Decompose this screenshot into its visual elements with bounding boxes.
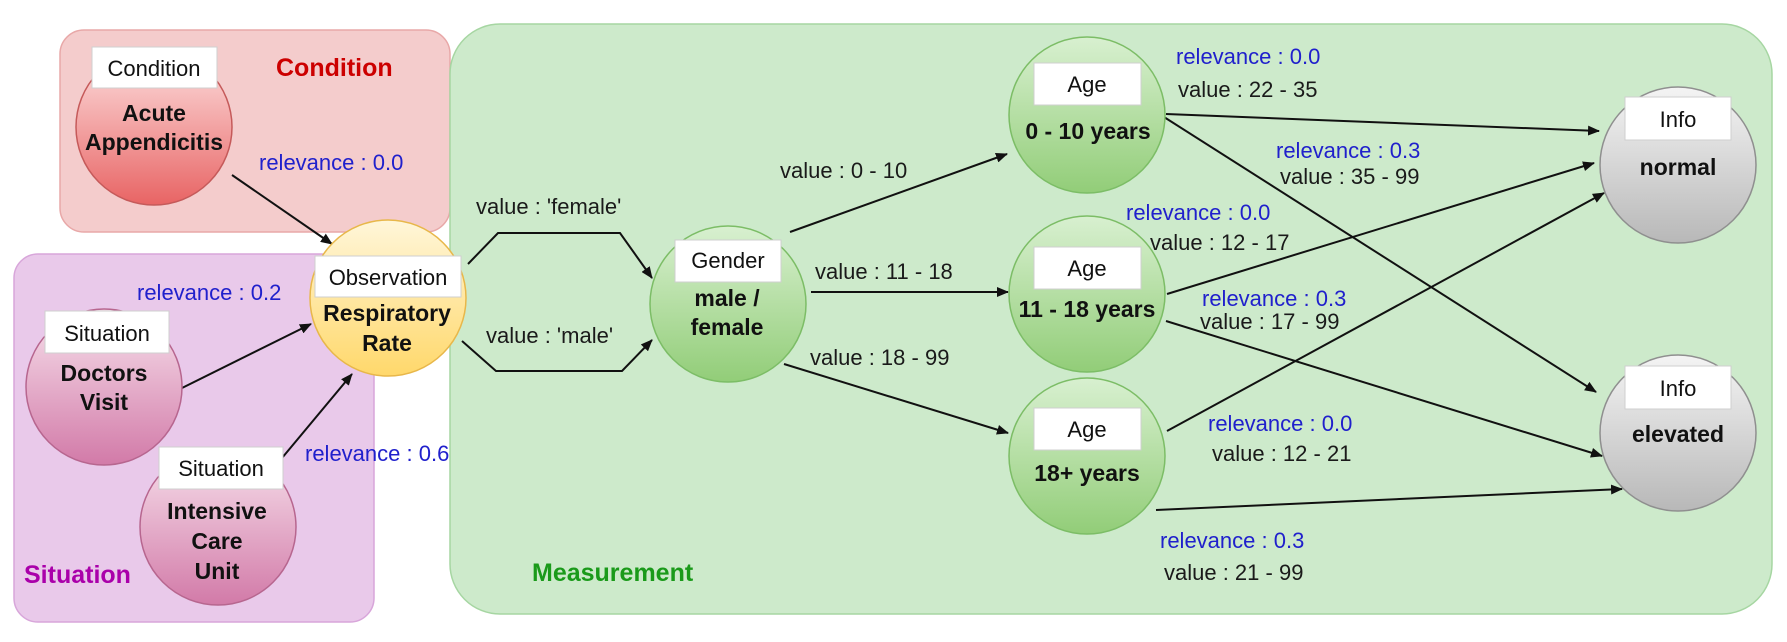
node-age-18-plus[interactable]: Age 18+ years — [1008, 377, 1166, 535]
icu-type-label: Situation — [178, 456, 264, 481]
age3-circle — [1008, 377, 1166, 535]
age2-relevance-b: relevance : 0.3 — [1202, 286, 1346, 311]
gender-age1-value: value : 0 - 10 — [780, 158, 907, 183]
doctors-type-box — [44, 310, 170, 354]
doctors-type-label: Situation — [64, 321, 150, 346]
acute-type-label: Condition — [108, 56, 201, 81]
condition-region-label: Condition — [276, 54, 393, 82]
age1-type-box — [1033, 62, 1142, 106]
gender-name-line1: male / — [694, 285, 760, 311]
gender-age2-value: value : 11 - 18 — [815, 259, 953, 284]
age2-value-b: value : 17 - 99 — [1200, 309, 1339, 334]
age2-relevance-a: relevance : 0.0 — [1126, 200, 1270, 225]
edge-female — [467, 232, 653, 279]
age1-relevance-b: relevance : 0.3 — [1276, 138, 1420, 163]
gender-type-label: Gender — [691, 248, 764, 273]
info-elevated-name: elevated — [1632, 421, 1724, 447]
situation-region-label: Situation — [24, 561, 131, 589]
info-normal-name: normal — [1640, 154, 1717, 180]
age1-value-a: value : 22 - 35 — [1178, 77, 1317, 102]
node-acute-appendicitis[interactable]: Condition Acute Appendicitis — [75, 46, 233, 206]
age2-name: 11 - 18 years — [1019, 296, 1156, 322]
age1-relevance-a: relevance : 0.0 — [1176, 44, 1320, 69]
icu-name-line1: Intensive — [167, 498, 267, 524]
observation-type-label: Observation — [329, 265, 448, 290]
icu-name-line2: Care — [191, 528, 242, 554]
edge-age3-elevated — [1155, 484, 1623, 511]
age2-type-label: Age — [1067, 256, 1106, 281]
doctors-name-line1: Doctors — [61, 360, 148, 386]
node-respiratory-rate[interactable]: Observation Respiratory Rate — [309, 219, 467, 377]
age3-relevance-a: relevance : 0.0 — [1208, 411, 1352, 436]
male-value: value : 'male' — [486, 323, 613, 348]
info-elevated-type-label: Info — [1660, 376, 1697, 401]
age2-type-box — [1033, 246, 1142, 290]
measurement-region-label: Measurement — [532, 559, 694, 587]
age1-name: 0 - 10 years — [1025, 118, 1150, 144]
edge-gender-age3 — [783, 363, 1009, 435]
edge-male — [461, 339, 653, 372]
edge-age1-normal — [1165, 113, 1600, 136]
icu-relevance: relevance : 0.6 — [305, 441, 449, 466]
node-gender[interactable]: Gender male / female — [649, 225, 807, 383]
edge-age2-normal — [1166, 161, 1595, 295]
icu-type-box — [158, 446, 284, 490]
edge-gender-age1 — [789, 153, 1008, 233]
node-doctors-visit[interactable]: Situation Doctors Visit — [25, 308, 183, 466]
observation-name-line1: Respiratory — [323, 300, 451, 326]
node-age-11-18[interactable]: Age 11 - 18 years — [1008, 215, 1166, 373]
age3-type-label: Age — [1067, 417, 1106, 442]
info-normal-type-label: Info — [1660, 107, 1697, 132]
age3-relevance-b: relevance : 0.3 — [1160, 528, 1304, 553]
edge-acute-observation — [231, 174, 333, 245]
gender-age3-value: value : 18 - 99 — [810, 345, 949, 370]
age3-value-a: value : 12 - 21 — [1212, 441, 1351, 466]
info-normal-type-box — [1624, 96, 1732, 141]
age3-value-b: value : 21 - 99 — [1164, 560, 1303, 585]
edge-icu-observation — [281, 373, 353, 459]
doctors-name-line2: Visit — [80, 389, 128, 415]
acute-name-line2: Appendicitis — [85, 129, 223, 155]
acute-relevance: relevance : 0.0 — [259, 150, 403, 175]
observation-name-line2: Rate — [362, 330, 412, 356]
observation-type-box — [314, 255, 462, 298]
age1-circle — [1008, 36, 1166, 194]
age1-type-label: Age — [1067, 72, 1106, 97]
age1-value-b: value : 35 - 99 — [1280, 164, 1419, 189]
gender-name-line2: female — [691, 314, 764, 340]
age3-name: 18+ years — [1034, 460, 1140, 486]
female-value: value : 'female' — [476, 194, 621, 219]
edge-doctors-observation — [181, 323, 312, 389]
acute-name-line1: Acute — [122, 100, 186, 126]
info-elevated-type-box — [1624, 365, 1732, 410]
acute-type-box — [91, 46, 218, 89]
edge-age2-elevated — [1165, 320, 1603, 458]
age3-type-box — [1033, 407, 1142, 451]
age2-value-a: value : 12 - 17 — [1150, 230, 1289, 255]
node-info-elevated[interactable]: Info elevated — [1599, 354, 1757, 512]
node-age-0-10[interactable]: Age 0 - 10 years — [1008, 36, 1166, 194]
edge-age1-elevated — [1163, 116, 1597, 393]
doctors-relevance: relevance : 0.2 — [137, 280, 281, 305]
edge-age3-normal — [1166, 192, 1605, 432]
node-intensive-care-unit[interactable]: Situation Intensive Care Unit — [139, 446, 297, 606]
icu-name-line3: Unit — [195, 558, 240, 584]
age2-circle — [1008, 215, 1166, 373]
gender-type-box — [674, 239, 782, 283]
node-info-normal[interactable]: Info normal — [1599, 86, 1757, 244]
edges — [181, 113, 1623, 511]
